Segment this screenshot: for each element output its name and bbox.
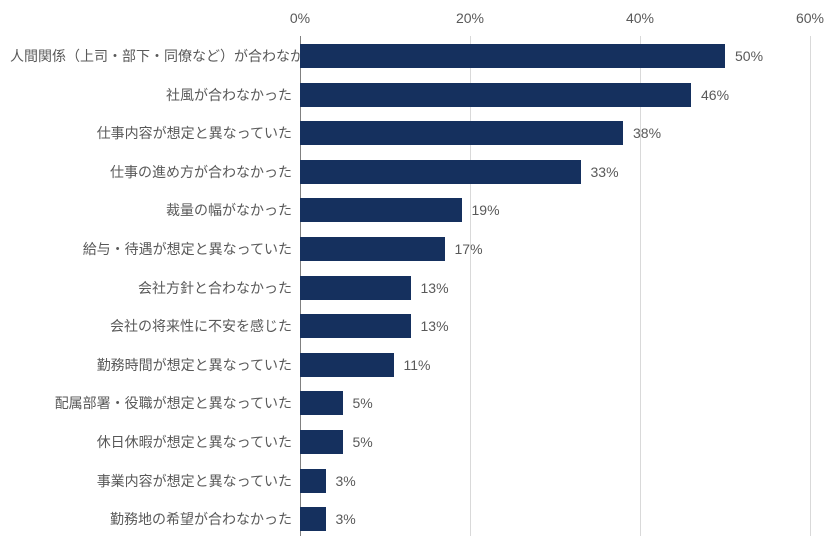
x-tick-label: 20% xyxy=(456,10,484,26)
chart-row: 休日休暇が想定と異なっていた 5% xyxy=(10,430,830,454)
bar xyxy=(300,83,691,107)
bar xyxy=(300,121,623,145)
bar xyxy=(300,276,411,300)
value-label: 50% xyxy=(735,44,763,68)
x-tick-label: 40% xyxy=(626,10,654,26)
chart-row: 事業内容が想定と異なっていた 3% xyxy=(10,469,830,493)
value-label: 38% xyxy=(633,121,661,145)
value-label: 13% xyxy=(421,314,449,338)
category-label: 会社の将来性に不安を感じた xyxy=(10,314,292,338)
x-tick-label: 0% xyxy=(290,10,310,26)
category-label: 人間関係（上司・部下・同僚など）が合わなかった xyxy=(10,44,292,68)
chart-row: 会社方針と合わなかった 13% xyxy=(10,276,830,300)
category-label: 仕事内容が想定と異なっていた xyxy=(10,121,292,145)
bar xyxy=(300,44,725,68)
value-label: 33% xyxy=(591,160,619,184)
bar xyxy=(300,507,326,531)
bar xyxy=(300,314,411,338)
category-label: 勤務時間が想定と異なっていた xyxy=(10,353,292,377)
chart-row: 仕事内容が想定と異なっていた 38% xyxy=(10,121,830,145)
chart-row: 人間関係（上司・部下・同僚など）が合わなかった 50% xyxy=(10,44,830,68)
category-label: 社風が合わなかった xyxy=(10,83,292,107)
bar xyxy=(300,353,394,377)
chart-row: 社風が合わなかった 46% xyxy=(10,83,830,107)
value-label: 13% xyxy=(421,276,449,300)
value-label: 17% xyxy=(455,237,483,261)
category-label: 裁量の幅がなかった xyxy=(10,198,292,222)
x-tick-label: 60% xyxy=(796,10,824,26)
value-label: 3% xyxy=(336,507,356,531)
chart-row: 会社の将来性に不安を感じた 13% xyxy=(10,314,830,338)
bar xyxy=(300,198,462,222)
bar xyxy=(300,237,445,261)
chart-row: 仕事の進め方が合わなかった 33% xyxy=(10,160,830,184)
category-label: 休日休暇が想定と異なっていた xyxy=(10,430,292,454)
category-label: 給与・待遇が想定と異なっていた xyxy=(10,237,292,261)
category-label: 勤務地の希望が合わなかった xyxy=(10,507,292,531)
category-label: 配属部署・役職が想定と異なっていた xyxy=(10,391,292,415)
value-label: 5% xyxy=(353,391,373,415)
chart-row: 勤務地の希望が合わなかった 3% xyxy=(10,507,830,531)
value-label: 11% xyxy=(404,353,431,377)
value-label: 46% xyxy=(701,83,729,107)
chart-row: 裁量の幅がなかった 19% xyxy=(10,198,830,222)
bar xyxy=(300,469,326,493)
category-label: 会社方針と合わなかった xyxy=(10,276,292,300)
chart-row: 勤務時間が想定と異なっていた 11% xyxy=(10,353,830,377)
bar xyxy=(300,430,343,454)
bar-chart: 0% 20% 40% 60% 人間関係（上司・部下・同僚など）が合わなかった 50% 社風… xyxy=(10,0,830,543)
category-label: 仕事の進め方が合わなかった xyxy=(10,160,292,184)
value-label: 5% xyxy=(353,430,373,454)
bar xyxy=(300,160,581,184)
value-label: 3% xyxy=(336,469,356,493)
chart-row: 給与・待遇が想定と異なっていた 17% xyxy=(10,237,830,261)
chart-row: 配属部署・役職が想定と異なっていた 5% xyxy=(10,391,830,415)
bar xyxy=(300,391,343,415)
category-label: 事業内容が想定と異なっていた xyxy=(10,469,292,493)
value-label: 19% xyxy=(472,198,500,222)
